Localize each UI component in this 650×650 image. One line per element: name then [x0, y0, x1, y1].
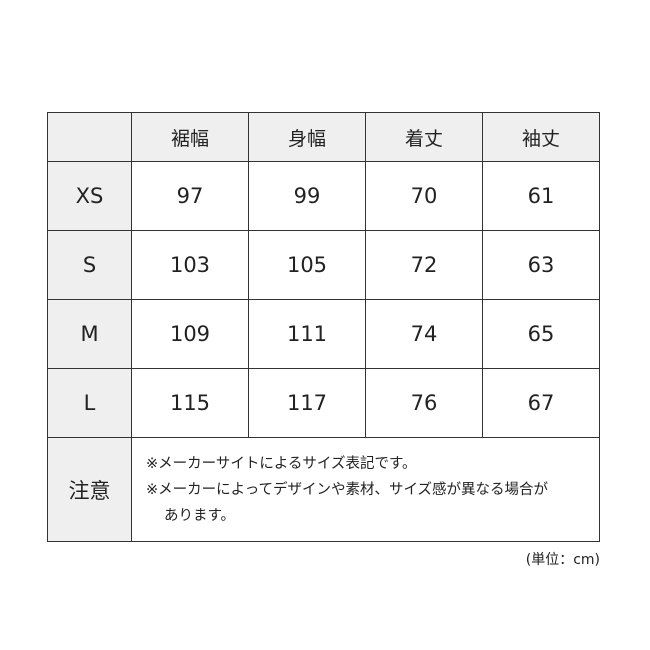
cell: 70: [365, 161, 483, 231]
note-line: ※メーカーによってデザインや素材、サイズ感が異なる場合が: [146, 481, 549, 498]
size-chart-table: 裾幅 身幅 着丈 袖丈 XS 97 99 70 61 S 103 105 72 …: [47, 112, 600, 542]
cell: 111: [248, 299, 366, 369]
cell: 97: [131, 161, 249, 231]
cell: 115: [131, 368, 249, 438]
cell: 61: [482, 161, 600, 231]
cell: 99: [248, 161, 366, 231]
table-row: S 103 105 72 63: [47, 230, 600, 300]
note-label: 注意: [47, 437, 132, 542]
size-label: S: [47, 230, 132, 300]
size-label: L: [47, 368, 132, 438]
header-corner: [47, 112, 132, 162]
table-row: L 115 117 76 67: [47, 368, 600, 438]
cell: 65: [482, 299, 600, 369]
cell: 105: [248, 230, 366, 300]
table-row: XS 97 99 70 61: [47, 161, 600, 231]
header-row: 裾幅 身幅 着丈 袖丈: [47, 112, 600, 162]
cell: 67: [482, 368, 600, 438]
cell: 103: [131, 230, 249, 300]
cell: 117: [248, 368, 366, 438]
cell: 74: [365, 299, 483, 369]
cell: 72: [365, 230, 483, 300]
cell: 76: [365, 368, 483, 438]
header-sleeve-length: 袖丈: [482, 112, 600, 162]
note-row: 注意 ※メーカーサイトによるサイズ表記です。 ※メーカーによってデザインや素材、…: [47, 437, 600, 542]
header-body-width: 身幅: [248, 112, 366, 162]
note-line: ※メーカーサイトによるサイズ表記です。: [146, 455, 417, 472]
cell: 109: [131, 299, 249, 369]
cell: 63: [482, 230, 600, 300]
note-content: ※メーカーサイトによるサイズ表記です。 ※メーカーによってデザインや素材、サイズ…: [131, 437, 600, 542]
size-label: XS: [47, 161, 132, 231]
header-length: 着丈: [365, 112, 483, 162]
note-line: あります。: [164, 507, 236, 524]
unit-label: (単位：cm): [525, 552, 600, 568]
header-hem-width: 裾幅: [131, 112, 249, 162]
table-row: M 109 111 74 65: [47, 299, 600, 369]
size-label: M: [47, 299, 132, 369]
